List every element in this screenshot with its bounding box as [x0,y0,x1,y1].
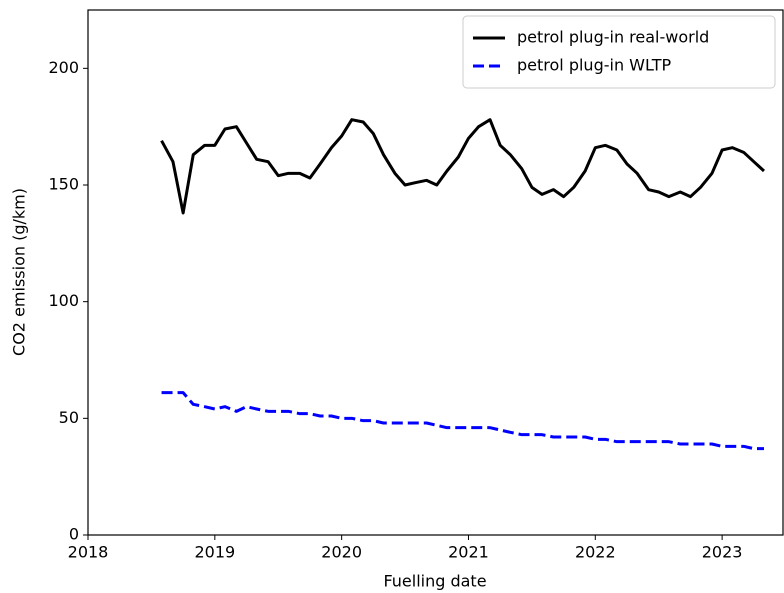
x-axis-label: Fuelling date [383,572,486,591]
data-line [161,391,764,451]
y-axis-label: CO2 emission (g/km) [10,188,29,356]
x-tick-label: 2018 [68,543,109,562]
data-line [160,118,765,215]
legend-label: petrol plug-in real-world [517,28,709,47]
x-tick-label: 2020 [321,543,362,562]
x-tick-label: 2021 [448,543,489,562]
legend-box [462,15,776,89]
y-tick-label: 150 [48,175,79,194]
y-tick-label: 50 [59,408,79,427]
x-tick-label: 2019 [194,543,235,562]
y-tick-label: 100 [48,291,79,310]
legend-label: petrol plug-in WLTP [517,56,671,75]
plot-frame [87,9,784,536]
x-tick-label: 2022 [575,543,616,562]
x-tick-label: 2023 [702,543,743,562]
y-tick-label: 200 [48,58,79,77]
y-tick-label: 0 [69,525,79,544]
